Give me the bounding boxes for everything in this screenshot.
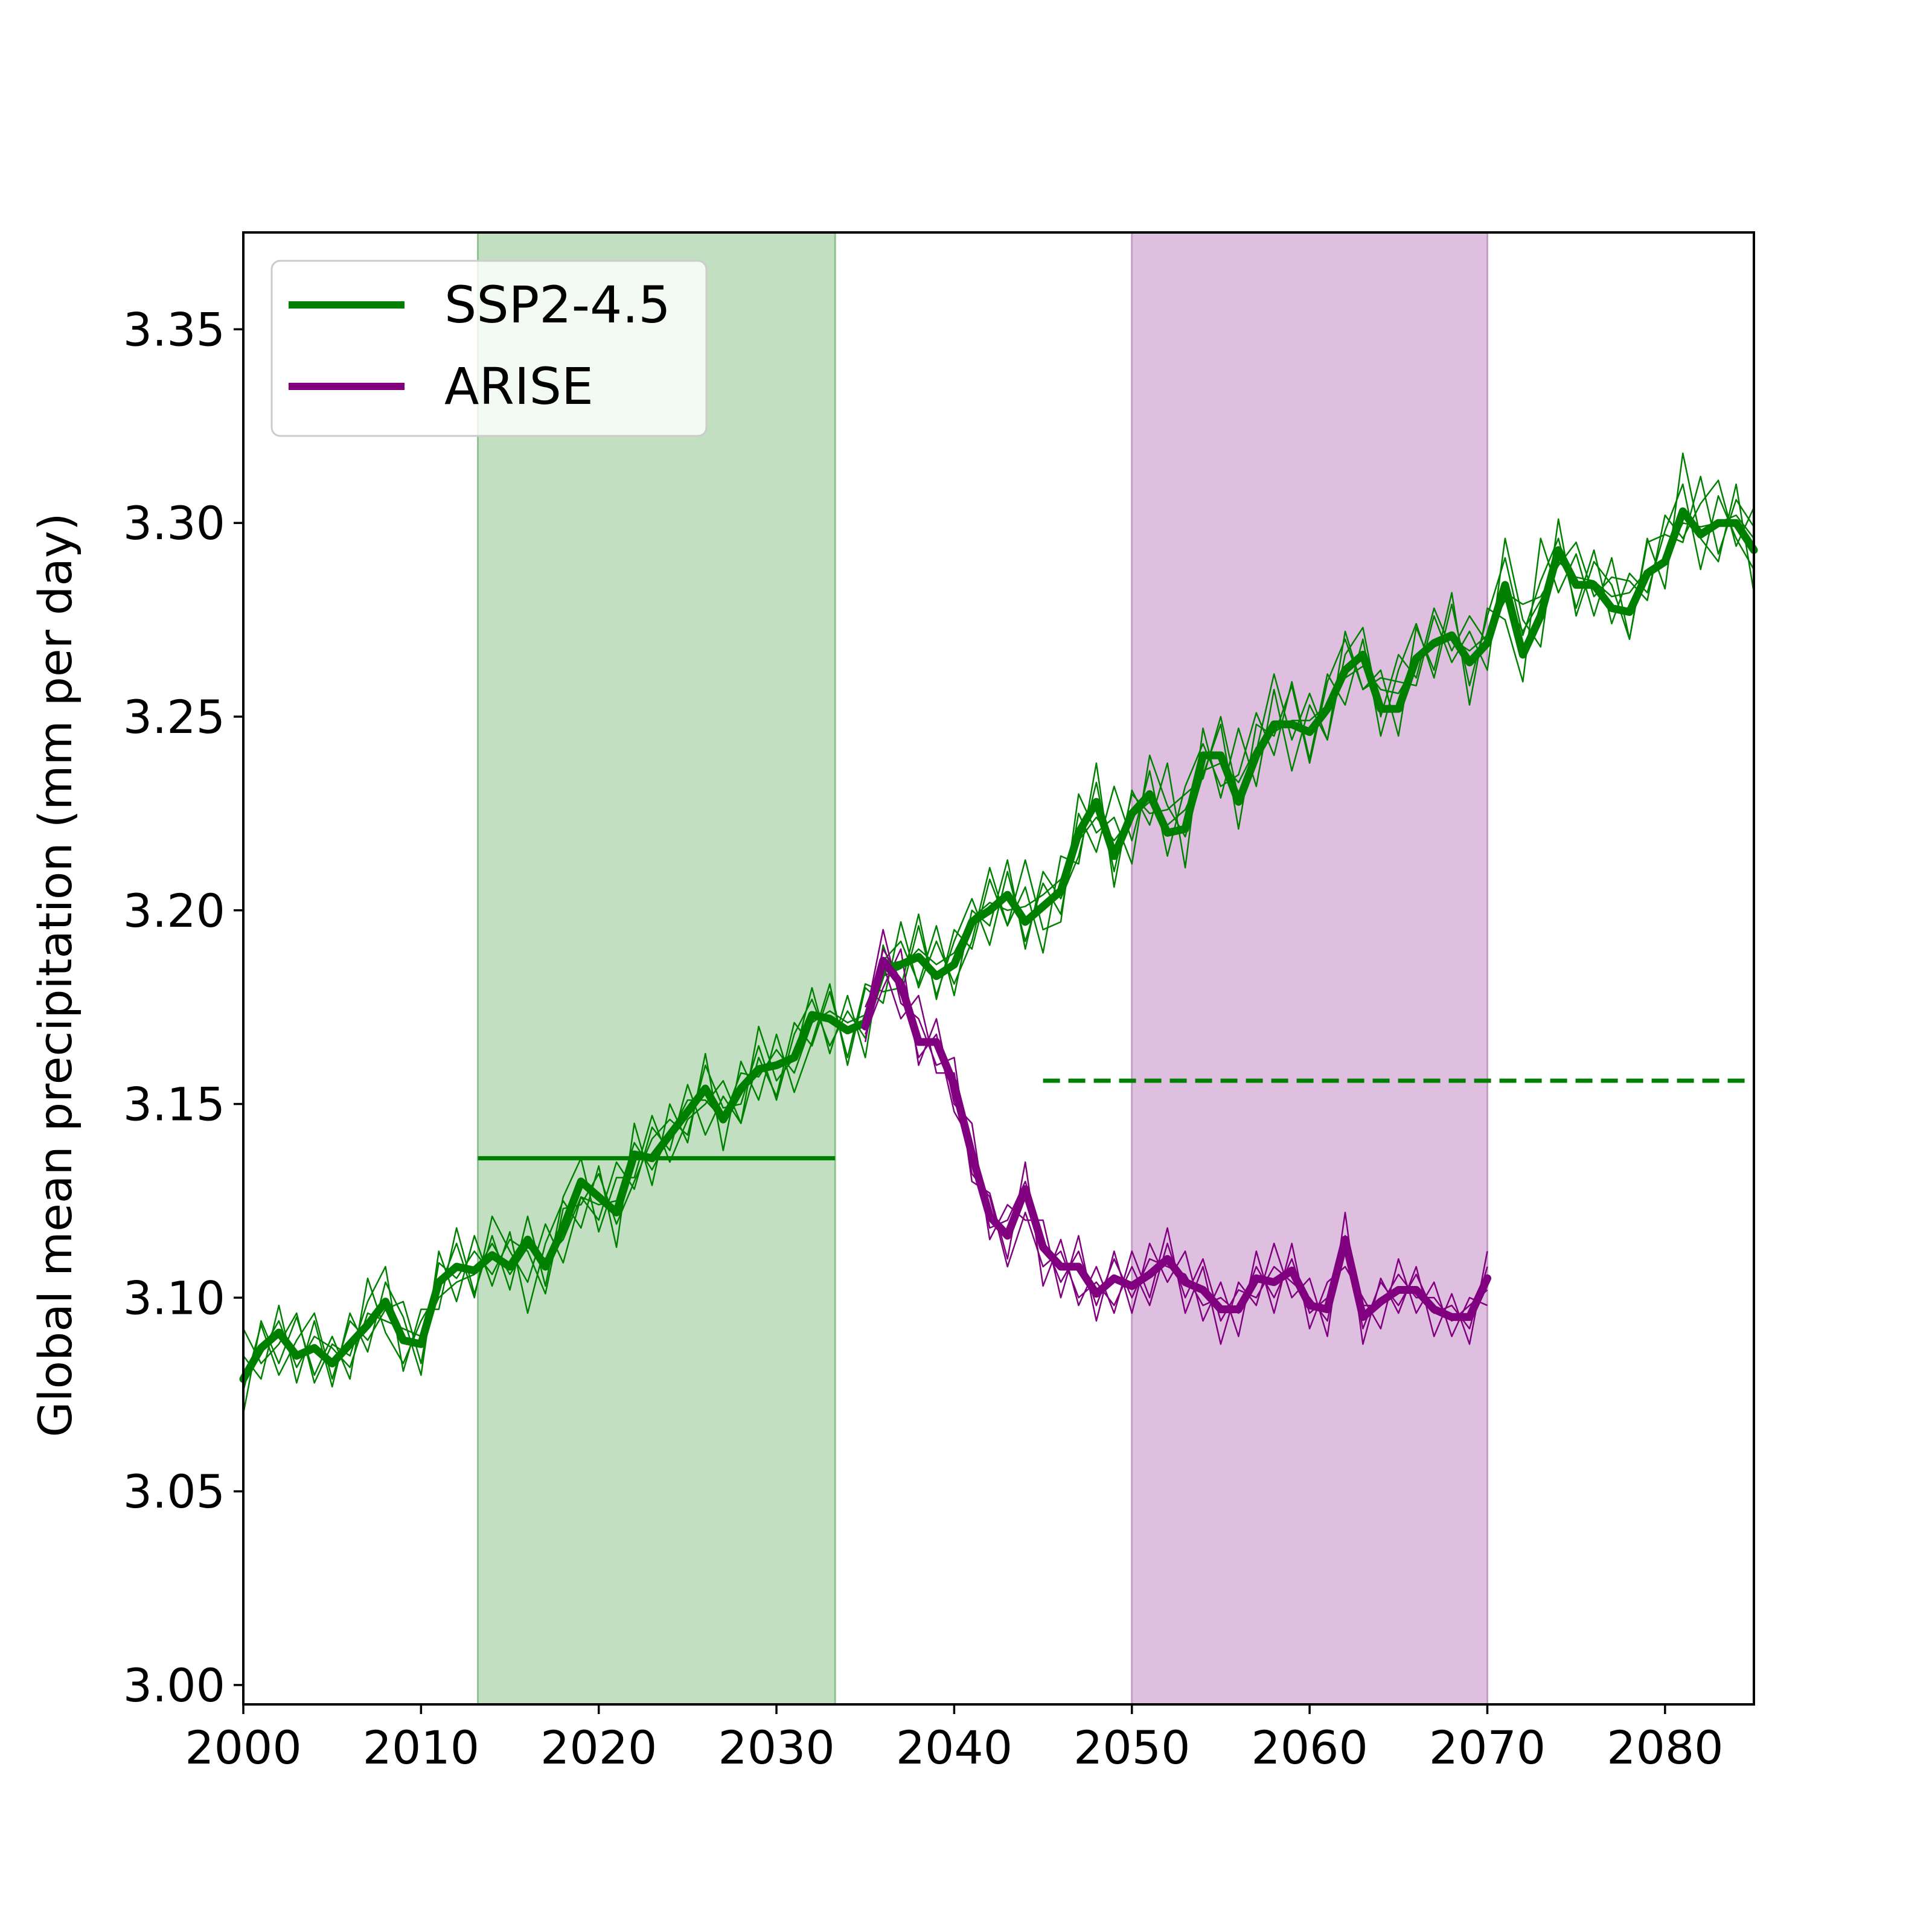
x-tick-label-4: 2040 [896,1721,1012,1774]
x-tick-label-2: 2020 [540,1721,657,1774]
y-tick-label-5: 3.25 [123,690,225,744]
x-tick-label-1: 2010 [363,1721,479,1774]
legend-label-arise: ARISE [444,357,593,416]
shaded-period-0 [478,232,836,1704]
x-tick-label-8: 2080 [1607,1721,1723,1774]
y-tick-label-7: 3.35 [123,302,225,356]
series-line-arise [861,956,1491,1321]
legend-label-ssp245: SSP2-4.5 [444,275,671,334]
x-tick-label-3: 2030 [718,1721,834,1774]
ensemble-member-line-0-0 [242,483,1755,1415]
y-tick-label-1: 3.05 [123,1465,225,1518]
x-tick-label-7: 2070 [1429,1721,1546,1774]
y-tick-label-6: 3.30 [123,496,225,550]
ensemble-member-line-0-1 [243,452,1755,1388]
plot-frame [242,231,1755,1706]
y-tick-label-0: 3.00 [123,1659,225,1712]
y-axis-label: Global mean precipitation (mm per day) [28,513,82,1438]
x-tick-label-0: 2000 [185,1721,301,1774]
y-tick-label-3: 3.15 [123,1078,225,1131]
y-tick-label-2: 3.10 [123,1271,225,1325]
x-tick-label-6: 2060 [1251,1721,1367,1774]
shaded-period-1 [1131,232,1488,1704]
legend: SSP2-4.5 ARISE [270,260,708,437]
y-tick-label-4: 3.20 [123,884,225,938]
series-line-ssp2-4-5 [239,507,1758,1383]
ensemble-member-line-0-2 [242,475,1755,1384]
x-tick-label-5: 2050 [1073,1721,1190,1774]
